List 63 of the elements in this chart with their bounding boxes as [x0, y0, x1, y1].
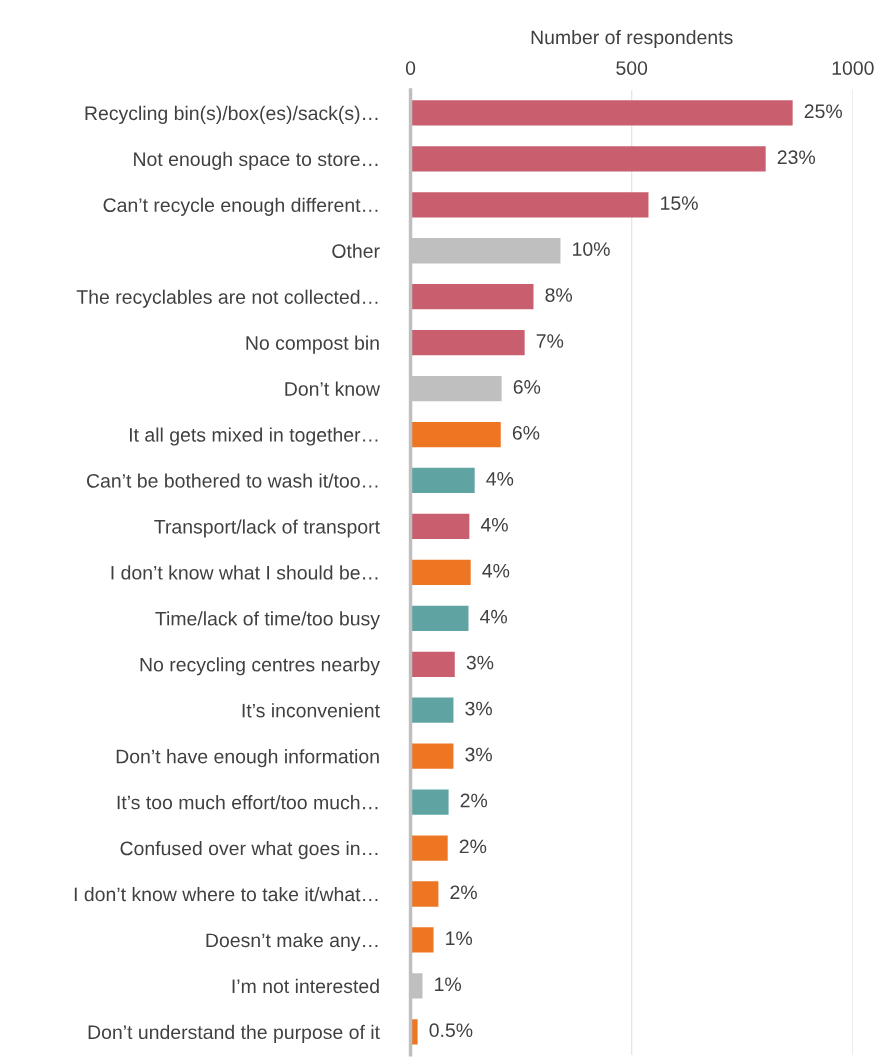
y-tick-label: Recycling bin(s)/box(es)/sack(s)…	[85, 105, 378, 124]
bar	[410, 697, 454, 723]
bar	[410, 330, 525, 356]
x-tick-label: 1000	[832, 61, 874, 75]
annotation: 23%	[777, 150, 816, 165]
bar	[410, 146, 766, 172]
x-axis-title: Number of respondents	[531, 29, 733, 49]
annotation: 4%	[486, 472, 514, 486]
y-tick-label: Can’t recycle enough different…	[103, 197, 378, 216]
y-tick-label: Can’t be bothered to wash it/too…	[87, 473, 378, 488]
y-tick-label: Don’t understand the purpose of it	[88, 1024, 380, 1043]
y-tick-label: Don’t know	[285, 381, 381, 396]
bar	[410, 421, 501, 448]
y-tick-label: Other	[332, 243, 380, 258]
bar	[410, 100, 793, 126]
y-tick-label: Not enough space to store…	[134, 151, 378, 170]
y-tick-label: It’s too much effort/too much…	[117, 795, 378, 810]
bar	[410, 743, 454, 769]
y-tick-label: Confused over what goes in…	[120, 841, 378, 860]
annotation: 3%	[466, 655, 494, 670]
y-tick-label: Doesn’t make any…	[206, 932, 378, 952]
y-tick-label: Time/lack of time/too busy	[155, 611, 380, 630]
annotation: 4%	[482, 563, 510, 578]
y-tick-label: No recycling centres nearby	[140, 657, 380, 676]
annotation: 10%	[573, 242, 610, 256]
y-tick-label: I’m not interested	[232, 978, 379, 994]
annotation: 7%	[536, 334, 564, 348]
bar	[410, 881, 439, 907]
annotation: 4%	[480, 609, 508, 624]
bar	[410, 467, 475, 494]
y-tick-label: I don’t know what I should be…	[111, 565, 378, 580]
annotation: 2%	[460, 793, 488, 808]
annotation: 6%	[512, 425, 540, 440]
annotation: 2%	[459, 839, 487, 854]
y-tick-label: The recyclables are not collected…	[76, 289, 378, 308]
annotation: 3%	[465, 701, 492, 716]
bar	[410, 605, 469, 631]
annotation: 15%	[661, 196, 698, 211]
y-tick-label: Don’t have enough information	[116, 749, 379, 768]
x-tick-label: 0	[405, 61, 416, 75]
annotation: 4%	[480, 517, 508, 532]
y-tick-label: Transport/lack of transport	[154, 519, 380, 538]
bar	[410, 192, 649, 218]
annotation: 3%	[465, 747, 492, 762]
annotation: 8%	[545, 288, 573, 302]
y-tick-label: No compost bin	[246, 335, 379, 354]
annotation: 1%	[435, 977, 462, 992]
x-tick-label: 500	[616, 61, 648, 75]
annotation: 1%	[446, 931, 473, 946]
bar	[410, 284, 534, 310]
bar	[410, 927, 434, 953]
annotation: 0.5%	[429, 1023, 473, 1038]
y-tick-label: I don’t know where to take it/what…	[74, 886, 378, 902]
y-tick-label: It’s inconvenient	[242, 703, 380, 718]
bar	[410, 789, 449, 815]
bar	[410, 559, 471, 586]
annotation: 6%	[513, 380, 541, 394]
bar	[410, 513, 470, 540]
annotation: 2%	[450, 885, 477, 900]
bar	[410, 835, 448, 861]
annotation: 25%	[804, 104, 842, 119]
bar	[410, 651, 455, 677]
y-tick-label: It all gets mixed in together…	[129, 427, 378, 446]
